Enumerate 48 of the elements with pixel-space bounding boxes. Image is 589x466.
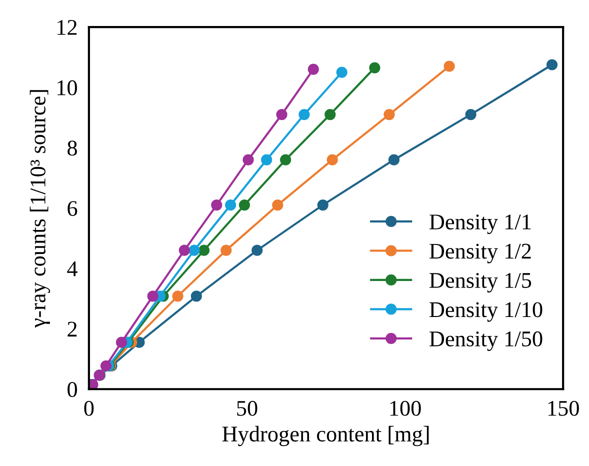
point [220, 244, 232, 256]
x-tick-label: 100 [390, 400, 421, 416]
point [280, 154, 292, 166]
point [384, 108, 395, 120]
point [324, 108, 336, 120]
point [317, 199, 328, 211]
y-tick-label: 4 [67, 262, 78, 276]
point [336, 66, 348, 78]
point [465, 108, 476, 120]
point [116, 336, 128, 348]
point [172, 290, 184, 302]
x-tick-label: 50 [237, 400, 258, 416]
point [388, 154, 400, 166]
point [298, 108, 310, 120]
point [190, 290, 202, 302]
y-tick-label: 8 [68, 140, 77, 156]
y-tick-label: 2 [68, 322, 77, 336]
point [326, 154, 338, 166]
point [188, 244, 200, 256]
x-tick-label: 0 [84, 400, 94, 416]
point [100, 360, 112, 372]
y-tick-label: 6 [68, 201, 78, 216]
point [198, 244, 210, 256]
legend-label: Density 1/5 [430, 273, 532, 293]
point [261, 154, 272, 166]
point [444, 60, 455, 72]
x-tick-label: 150 [548, 400, 579, 416]
point [369, 62, 380, 74]
legend-label: Density 1/1 [430, 214, 531, 234]
y-axis-title: γ-ray counts [1/10³ source] [30, 90, 50, 328]
point [211, 199, 222, 211]
legend-label: Density 1/2 [430, 244, 531, 264]
point [308, 64, 319, 75]
point [238, 199, 250, 211]
point [252, 244, 263, 256]
legend-label: Density 1/50 [430, 331, 542, 352]
y-tick-label: 10 [58, 80, 77, 96]
point [147, 290, 158, 302]
legend-label: Density 1/10 [430, 302, 542, 322]
point [242, 154, 254, 166]
point [272, 199, 284, 211]
point [546, 59, 558, 70]
y-tick-label: 0 [68, 382, 77, 398]
point [178, 244, 190, 256]
point [276, 108, 288, 120]
y-tick-label: 12 [58, 20, 77, 35]
x-axis-title: Hydrogen content [mg] [222, 426, 429, 446]
point [224, 199, 236, 211]
